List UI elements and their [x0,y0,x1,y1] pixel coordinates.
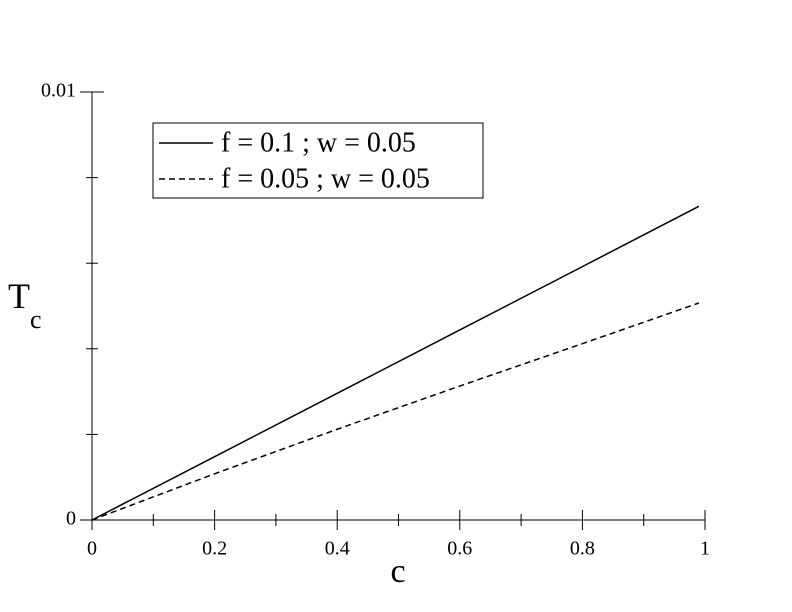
x-tick-label: 0.6 [447,538,472,560]
series-line [91,302,700,521]
legend-box [152,122,484,199]
x-tick-label: 1 [700,538,710,560]
x-tick-label: 0.8 [570,538,595,560]
x-tick-label: 0.4 [325,538,350,560]
y-tick-label: 0 [66,508,76,530]
y-axis-label-subscript: c [30,305,42,334]
y-axis-label-base: T [8,276,30,316]
legend: f = 0.1 ; w = 0.05 f = 0.05 ; w = 0.05 [152,122,484,199]
y-axis-label: Tc [8,276,42,334]
x-axis-label: c [390,553,405,590]
legend-label: f = 0.05 ; w = 0.05 [221,163,430,194]
x-tick-label: 0.2 [202,538,227,560]
series-line [91,205,700,521]
y-tick-label: 0.01 [41,80,76,102]
x-tick-label: 0 [87,538,97,560]
legend-label: f = 0.1 ; w = 0.05 [221,127,416,158]
